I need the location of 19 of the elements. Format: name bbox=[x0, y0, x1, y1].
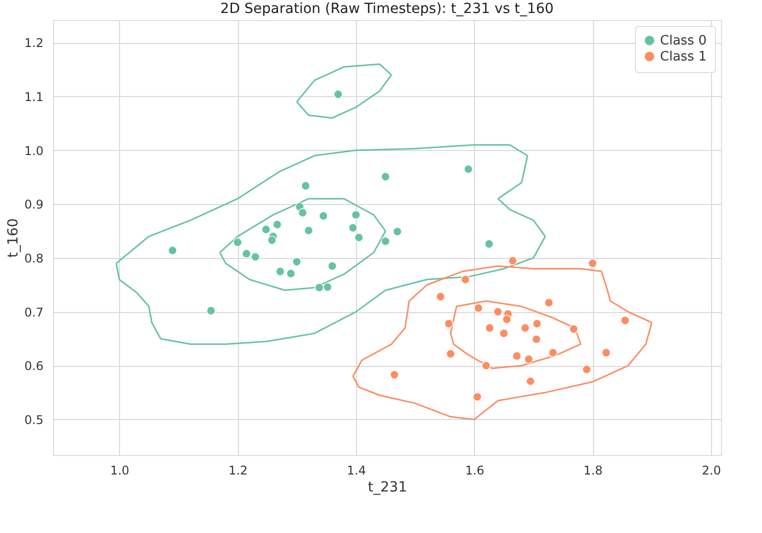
legend-label: Class 1 bbox=[660, 50, 707, 64]
y-tick-label: 0.6 bbox=[24, 359, 44, 374]
x-tick-label: 1.2 bbox=[228, 464, 248, 478]
y-tick-label: 1.0 bbox=[24, 144, 44, 158]
x-tick-label: 1.8 bbox=[584, 464, 603, 478]
y-tick-label: 1.2 bbox=[24, 36, 44, 50]
y-tick-label: 0.7 bbox=[24, 305, 44, 320]
x-tick-label: 1.0 bbox=[110, 464, 130, 478]
legend-label: Class 0 bbox=[660, 34, 707, 48]
chart-title: 2D Separation (Raw Timesteps): t_231 vs t_160 bbox=[220, 1, 554, 17]
x-tick-label: 1.4 bbox=[346, 464, 366, 478]
y-tick-label: 0.9 bbox=[24, 198, 44, 212]
x-tick-label: 2.0 bbox=[702, 464, 721, 478]
y-axis-title: t_160 bbox=[5, 218, 22, 258]
y-tick-label: 0.8 bbox=[24, 251, 44, 266]
x-tick-label: 1.6 bbox=[465, 464, 484, 478]
y-tick-label: 0.5 bbox=[24, 412, 44, 427]
x-axis-title: t_231 bbox=[368, 480, 408, 496]
y-tick-label: 1.1 bbox=[24, 90, 44, 104]
